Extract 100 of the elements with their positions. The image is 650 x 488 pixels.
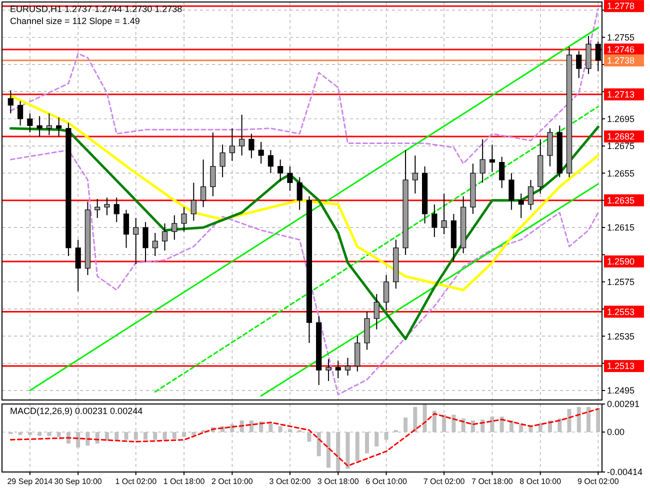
- candlestick: [56, 116, 62, 137]
- bar: [519, 424, 524, 432]
- bar: [374, 432, 379, 447]
- bar: [47, 432, 52, 436]
- bar: [490, 416, 494, 432]
- candlestick: [142, 222, 148, 262]
- ref-line-label: 1.2713: [607, 90, 635, 100]
- bar: [144, 432, 148, 440]
- bar: [38, 432, 42, 436]
- bar: [452, 414, 456, 432]
- bar: [316, 432, 321, 456]
- x-tick-label: 9 Oct 02:00: [577, 477, 620, 486]
- candlestick: [296, 176, 302, 210]
- candlestick: [287, 166, 293, 192]
- y-tick-label: 1.2675: [607, 141, 635, 152]
- candlestick: [210, 132, 216, 197]
- ref-line-label: 1.2746: [607, 44, 635, 55]
- bar: [432, 410, 436, 432]
- candlestick: [239, 114, 245, 156]
- bar: [461, 418, 466, 432]
- bar: [114, 432, 119, 440]
- bar: [307, 432, 312, 442]
- bar: [182, 432, 186, 437]
- candlestick: [229, 128, 235, 162]
- bar: [596, 408, 600, 432]
- candlestick: [104, 197, 110, 216]
- x-tick-label: 2 Oct 10:00: [211, 477, 254, 486]
- bar: [413, 406, 418, 432]
- x-tick-label: 8 Oct 10:00: [520, 477, 562, 486]
- bar: [422, 404, 427, 432]
- line-series: [10, 149, 599, 396]
- x-tick-label: 7 Oct 18:00: [472, 477, 514, 486]
- candlestick: [576, 50, 582, 79]
- bar: [509, 420, 514, 432]
- y-tick-label: 1.2535: [607, 331, 635, 342]
- bar: [134, 432, 138, 440]
- candlestick: [499, 156, 505, 189]
- bar: [404, 418, 408, 432]
- candlestick: [278, 159, 284, 182]
- ref-line-label: 1.2590: [607, 256, 635, 267]
- y-tick-label: 0.00291: [607, 399, 640, 410]
- candlestick: [326, 358, 332, 382]
- chart-title: EURUSD,H1 1.2737 1.2744 1.2730 1.2738: [10, 4, 182, 14]
- candlestick: [152, 232, 158, 257]
- x-tick-label: 6 Oct 10:00: [366, 477, 408, 486]
- ref-line-label: 1.2682: [607, 132, 635, 142]
- bar: [153, 432, 158, 440]
- y-tick-label: 1.2575: [607, 276, 635, 287]
- bar: [384, 432, 388, 440]
- candlestick: [46, 112, 52, 136]
- x-tick-label: 30 Sep 10:00: [54, 477, 102, 486]
- bar: [288, 429, 292, 432]
- x-tick-label: 1 Oct 18:00: [163, 477, 206, 486]
- bar: [76, 432, 80, 448]
- candlestick: [383, 274, 390, 311]
- candlestick: [441, 193, 447, 235]
- candlestick: [354, 336, 360, 372]
- bar: [558, 418, 562, 432]
- bar: [192, 432, 196, 435]
- candlestick: [190, 182, 196, 222]
- y-tick-label: 1.2755: [607, 32, 635, 42]
- candlestick: [432, 204, 438, 238]
- candlestick: [480, 138, 486, 184]
- candlestick: [547, 128, 553, 167]
- ref-line-label: 1.2635: [607, 195, 635, 206]
- bar: [28, 432, 32, 435]
- line-series: [10, 408, 599, 467]
- bar: [576, 406, 581, 432]
- candlestick: [162, 222, 168, 252]
- candlestick: [94, 198, 100, 218]
- bar: [326, 432, 330, 468]
- chart-title: MACD(12,26,9) 0.00231 0.00244: [10, 406, 143, 416]
- candlestick: [8, 90, 14, 114]
- ref-line-label: 1.2553: [607, 306, 635, 317]
- y-tick-label: -0.00414: [607, 467, 643, 478]
- candlestick: [220, 144, 226, 178]
- candlestick: [18, 100, 24, 126]
- candlestick: [123, 209, 130, 248]
- x-tick-label: 3 Oct 02:00: [269, 477, 312, 486]
- bar: [442, 414, 446, 432]
- x-tick-label: 3 Oct 18:00: [317, 477, 360, 486]
- bar: [124, 432, 128, 440]
- bar: [336, 432, 340, 472]
- bar: [500, 416, 504, 432]
- bar: [268, 423, 273, 432]
- candlestick: [75, 239, 81, 292]
- bar: [162, 432, 167, 440]
- bar: [56, 432, 61, 437]
- ref-line-label: 1.2513: [607, 361, 635, 372]
- x-tick-label: 1 Oct 02:00: [115, 477, 158, 486]
- bar: [249, 420, 254, 432]
- candlestick: [114, 197, 120, 223]
- y-tick-label: 1.2655: [607, 168, 635, 178]
- candlestick: [248, 133, 254, 159]
- candlestick: [200, 159, 206, 208]
- candlestick: [344, 357, 351, 376]
- y-tick-label: 0.00: [607, 427, 625, 438]
- ref-line-label: 1.2738: [607, 56, 635, 66]
- candlestick: [27, 112, 33, 133]
- candlestick: [412, 154, 418, 194]
